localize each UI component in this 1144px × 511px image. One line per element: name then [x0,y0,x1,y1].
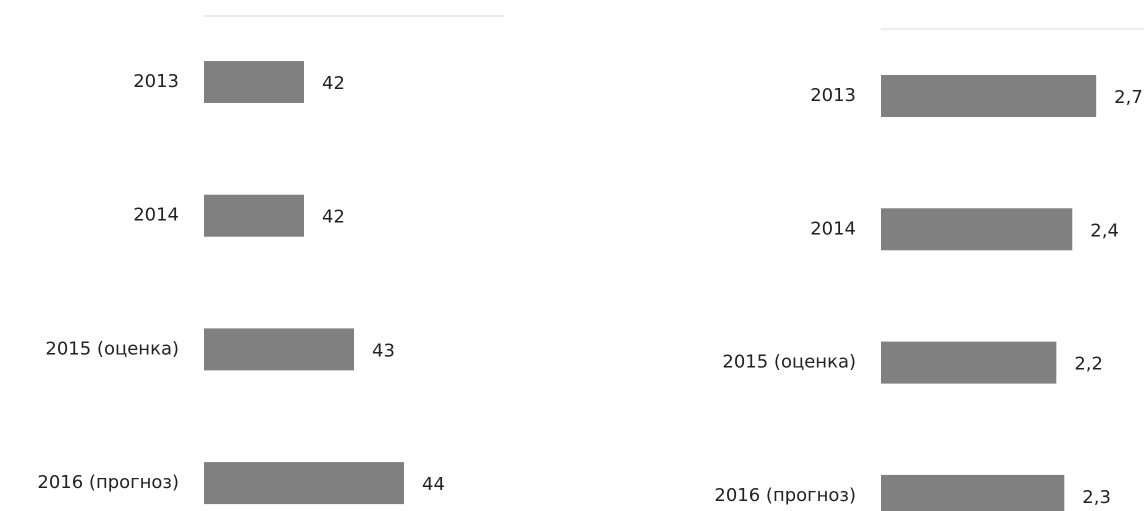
category-label: 2014 [810,218,856,239]
category-label: 2014 [133,205,179,226]
bar [204,328,354,371]
value-label: 43 [372,340,395,361]
category-label: 2013 [810,85,856,106]
bar [881,474,1065,511]
value-label: 2,2 [1074,354,1103,375]
value-label: 2,7 [1114,87,1143,108]
value-label: 2,4 [1090,220,1119,241]
category-label: 2015 (оценка) [45,338,179,359]
bar [881,341,1057,384]
category-label: 2016 (прогноз) [37,472,179,493]
bar [881,208,1073,251]
value-label: 2,3 [1082,487,1111,508]
value-label: 42 [322,73,345,94]
bar [204,61,304,103]
category-label: 2016 (прогноз) [714,485,856,506]
bar [204,462,404,505]
bar [881,75,1097,117]
category-label: 2013 [133,71,179,92]
value-label: 44 [422,474,445,495]
category-label: 2015 (оценка) [722,352,856,373]
bar [204,194,304,237]
value-label: 42 [322,207,345,228]
